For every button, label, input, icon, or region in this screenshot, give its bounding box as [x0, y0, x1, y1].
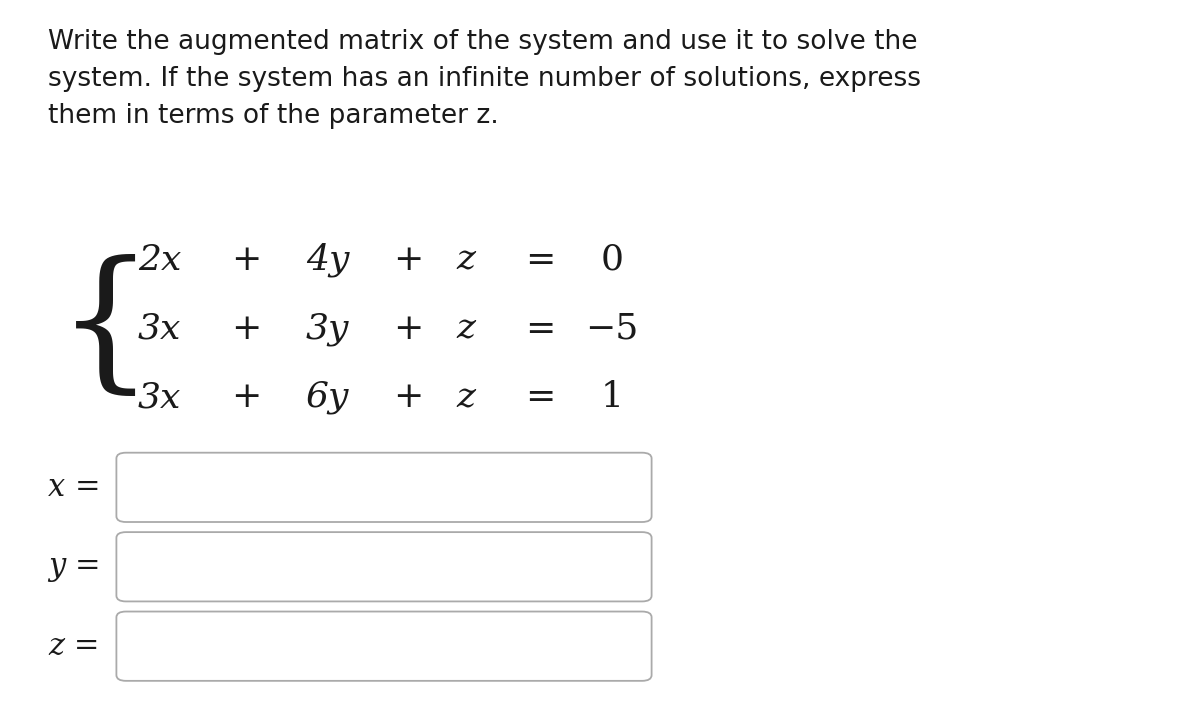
Text: z: z	[456, 243, 475, 277]
Text: 6y: 6y	[306, 380, 349, 414]
FancyBboxPatch shape	[116, 453, 652, 522]
FancyBboxPatch shape	[116, 532, 652, 601]
FancyBboxPatch shape	[116, 612, 652, 681]
Text: 3x: 3x	[138, 380, 181, 414]
Text: +: +	[392, 243, 424, 277]
Text: Write the augmented matrix of the system and use it to solve the
system. If the : Write the augmented matrix of the system…	[48, 29, 922, 129]
Text: 3y: 3y	[306, 311, 349, 346]
Text: =: =	[524, 380, 556, 414]
Text: +: +	[230, 243, 262, 277]
Text: +: +	[230, 311, 262, 346]
Text: 2x: 2x	[138, 243, 181, 277]
Text: 3x: 3x	[138, 311, 181, 346]
Text: 0: 0	[600, 243, 624, 277]
Text: z: z	[456, 311, 475, 346]
Text: 1: 1	[600, 380, 624, 414]
Text: +: +	[392, 380, 424, 414]
Text: +: +	[230, 380, 262, 414]
Text: 4y: 4y	[306, 243, 349, 277]
Text: −5: −5	[586, 311, 638, 346]
Text: z: z	[456, 380, 475, 414]
Text: x =: x =	[48, 472, 101, 503]
Text: =: =	[524, 311, 556, 346]
Text: =: =	[524, 243, 556, 277]
Text: z =: z =	[48, 631, 100, 661]
Text: +: +	[392, 311, 424, 346]
Text: {: {	[58, 254, 154, 403]
Text: y =: y =	[48, 552, 101, 582]
